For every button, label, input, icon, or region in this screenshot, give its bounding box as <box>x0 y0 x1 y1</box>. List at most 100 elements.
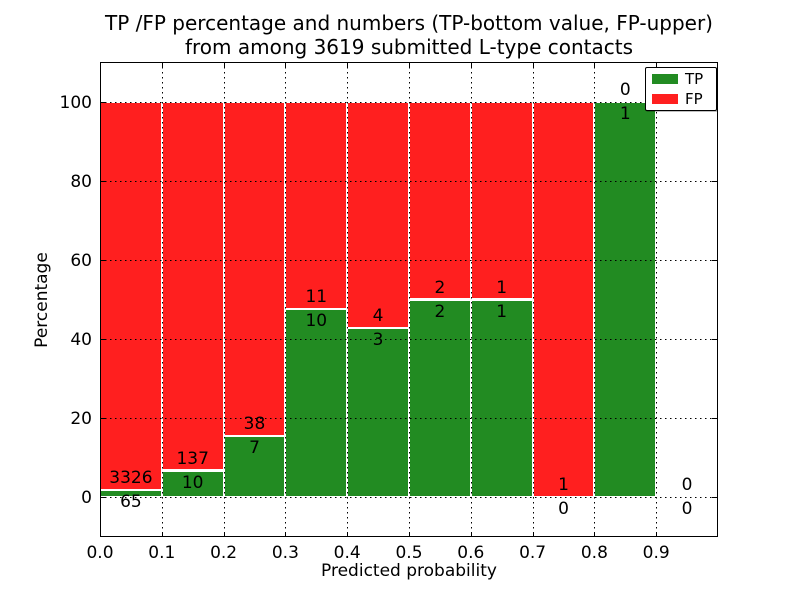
x-gridline <box>409 62 410 537</box>
x-tick-mark <box>470 532 472 537</box>
y-tick-mark <box>101 180 106 182</box>
x-tick-mark-top <box>161 63 163 68</box>
legend-item-fp: FP <box>652 89 710 108</box>
tp-count-label: 0 <box>681 499 693 520</box>
fp-swatch-icon <box>652 94 678 104</box>
y-tick-label: 100 <box>59 92 92 113</box>
y-tick-label: 40 <box>70 330 92 351</box>
fp-count-label: 0 <box>619 79 631 100</box>
tp-count-label: 3 <box>372 329 384 350</box>
tp-count-label: 7 <box>249 437 260 458</box>
tp-bar-segment <box>594 101 657 498</box>
x-gridline <box>656 62 658 537</box>
fp-bar-segment <box>161 101 224 471</box>
x-tick-label: 0.4 <box>333 543 361 563</box>
tp-count-label: 1 <box>496 301 508 322</box>
y-tick-mark-right <box>712 339 717 341</box>
x-gridline <box>470 62 472 537</box>
x-gridline <box>223 62 225 537</box>
fp-count-label: 137 <box>176 448 209 469</box>
x-tick-mark-top <box>223 63 225 68</box>
fp-count-label: 2 <box>434 277 446 298</box>
y-tick-mark-right <box>712 418 717 420</box>
x-tick-mark-top <box>347 63 349 68</box>
y-tick-mark <box>101 497 106 499</box>
fp-bar-segment <box>223 101 286 436</box>
x-tick-label: 0.8 <box>580 543 608 563</box>
fp-bar-segment <box>409 101 471 300</box>
x-tick-label: 0.0 <box>86 543 114 563</box>
x-tick-mark <box>285 532 287 537</box>
y-tick-mark-right <box>712 180 717 182</box>
legend: TP FP <box>645 67 717 111</box>
tp-bar-segment <box>347 327 409 498</box>
legend-label-fp: FP <box>685 89 703 108</box>
x-tick-mark <box>223 532 225 537</box>
x-tick-mark <box>656 532 658 537</box>
y-tick-mark-right <box>712 497 717 499</box>
fp-count-label: 3326 <box>109 467 153 488</box>
legend-item-tp: TP <box>652 69 710 88</box>
x-tick-mark-top <box>100 63 101 68</box>
fp-bar-segment <box>470 101 533 300</box>
x-tick-mark-top <box>470 63 472 68</box>
x-tick-label: 0.6 <box>457 543 485 563</box>
x-gridline <box>594 62 596 537</box>
x-tick-label: 0.2 <box>210 543 238 563</box>
x-tick-mark <box>409 532 410 537</box>
fp-count-label: 38 <box>243 413 266 434</box>
x-tick-mark <box>347 532 349 537</box>
y-tick-label: 0 <box>81 488 92 509</box>
chart-title-line1: TP /FP percentage and numbers (TP-bottom… <box>105 11 713 35</box>
tp-bar-segment <box>470 299 533 498</box>
chart-title-line2: from among 3619 submitted L-type contact… <box>184 35 634 59</box>
x-tick-label: 0.3 <box>271 543 299 563</box>
fp-bar-segment <box>100 101 162 490</box>
x-tick-mark <box>532 532 534 537</box>
x-tick-mark-top <box>532 63 534 68</box>
x-tick-mark <box>161 532 163 537</box>
x-tick-label: 0.5 <box>395 543 423 563</box>
tp-bar-segment <box>409 299 471 498</box>
fp-count-label: 0 <box>681 475 693 496</box>
fp-count-label: 11 <box>305 286 328 307</box>
tp-count-label: 10 <box>181 472 204 493</box>
fp-bar-segment <box>532 101 595 498</box>
y-axis-label: Percentage <box>32 252 52 348</box>
tp-count-label: 10 <box>305 310 328 331</box>
x-axis-label: Predicted probability <box>321 561 497 581</box>
fp-bar-segment <box>285 101 348 309</box>
y-tick-mark <box>101 259 106 261</box>
x-tick-mark-top <box>656 63 658 68</box>
x-tick-mark-top <box>285 63 287 68</box>
x-tick-label: 0.1 <box>148 543 176 563</box>
x-tick-mark <box>594 532 596 537</box>
tp-count-label: 2 <box>434 301 446 322</box>
x-tick-mark <box>100 532 101 537</box>
tp-swatch-icon <box>652 74 678 84</box>
y-tick-mark <box>101 101 106 103</box>
x-gridline <box>161 62 163 537</box>
x-gridline <box>285 62 287 537</box>
y-tick-label: 20 <box>70 409 92 430</box>
y-tick-label: 60 <box>70 250 92 271</box>
y-tick-label: 80 <box>70 171 92 192</box>
x-gridline <box>347 62 349 537</box>
x-gridline <box>532 62 534 537</box>
x-tick-mark-top <box>594 63 596 68</box>
fp-count-label: 4 <box>372 305 384 326</box>
y-tick-mark-right <box>712 259 717 261</box>
y-tick-mark <box>101 418 106 420</box>
x-tick-label: 0.9 <box>642 543 670 563</box>
tp-bar-segment <box>161 470 224 498</box>
tp-count-label: 0 <box>558 499 569 520</box>
fp-count-label: 1 <box>558 475 569 496</box>
y-tick-mark <box>101 339 106 341</box>
chart-title: TP /FP percentage and numbers (TP-bottom… <box>100 11 718 59</box>
legend-label-tp: TP <box>685 69 704 88</box>
fp-count-label: 1 <box>496 277 508 298</box>
tp-count-label: 1 <box>619 103 631 124</box>
x-tick-label: 0.7 <box>519 543 547 563</box>
